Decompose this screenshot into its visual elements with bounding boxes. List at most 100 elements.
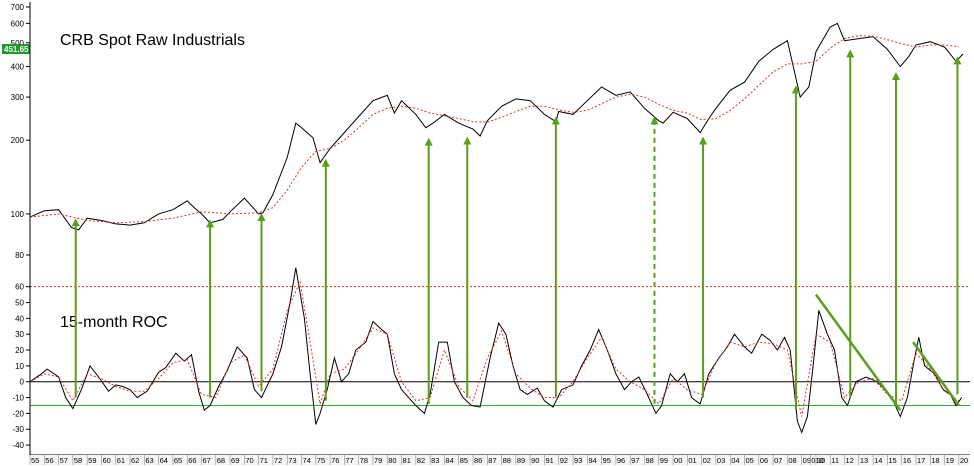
- signal-arrow-head: [891, 71, 900, 80]
- x-axis-band: [30, 455, 970, 465]
- signal-arrow-head: [424, 137, 433, 146]
- x-tick-label: 66: [188, 456, 196, 465]
- signal-arrow-head: [321, 158, 330, 167]
- roc-y-tick-label: 40: [15, 314, 24, 323]
- x-tick-label: 70: [245, 456, 253, 465]
- price-y-tick-label: 500: [11, 39, 25, 48]
- x-tick-label: 62: [131, 456, 139, 465]
- x-tick-label: 73: [288, 456, 296, 465]
- price-y-tick-label: 400: [11, 62, 25, 71]
- x-tick-label: 17: [917, 456, 925, 465]
- x-tick-label: 01: [688, 456, 696, 465]
- roc-series-group: [29, 267, 963, 434]
- roc-trendline: [912, 341, 960, 407]
- roc-y-tick-label: 80: [15, 251, 24, 260]
- x-tick-label: 65: [174, 456, 182, 465]
- x-tick-label: 67: [202, 456, 210, 465]
- signal-arrow-head: [551, 116, 560, 125]
- x-tick-label: 56: [45, 456, 53, 465]
- roc-y-tick-label: 60: [15, 283, 24, 292]
- roc-y-tick-label: -30: [12, 425, 24, 434]
- roc-y-tick-label: 50: [15, 299, 24, 308]
- x-tick-label: 19: [946, 456, 954, 465]
- x-tick-label: 76: [331, 456, 339, 465]
- x-tick-label: 96: [617, 456, 625, 465]
- x-tick-label: 20: [960, 456, 968, 465]
- x-tick-label: 05: [746, 456, 754, 465]
- x-tick-label: 07: [774, 456, 782, 465]
- roc-y-tick-label: 20: [15, 346, 24, 355]
- roc-reference-lines: [30, 286, 970, 406]
- x-tick-label: 06: [760, 456, 768, 465]
- roc-y-axis: -40 -30 -20 -10 0 10 20 30 40 50 60 80: [12, 251, 30, 450]
- x-tick-label: 95: [603, 456, 611, 465]
- roc-y-tick-label: 30: [15, 330, 24, 339]
- x-tick-label: 18: [931, 456, 939, 465]
- price-y-axis: 100 200 300 400 500 600 700: [11, 3, 30, 219]
- x-axis: 55 56 57 58 59 60 61 62 63 64 65 66 67 68 69 70 71 72 73 74…: [29, 455, 968, 465]
- x-tick-label: 10: [817, 456, 825, 465]
- price-moving-average-line: [29, 35, 959, 224]
- x-tick-label: 69: [231, 456, 239, 465]
- roc-y-tick-label: -10: [12, 394, 24, 403]
- last-value-label: 451.65: [4, 45, 29, 54]
- x-tick-label: 92: [560, 456, 568, 465]
- signal-arrow-head: [650, 116, 659, 125]
- price-panel: 100 200 300 400 500 600 700 CRB Spot Raw Indus…: [2, 3, 964, 231]
- x-tick-label: 60: [102, 456, 110, 465]
- x-tick-label: 79: [374, 456, 382, 465]
- price-y-tick-label: 300: [11, 93, 25, 102]
- signal-arrow-head: [71, 218, 80, 227]
- x-tick-label: 91: [545, 456, 553, 465]
- signal-arrows: [71, 49, 962, 411]
- roc-trendlines: [814, 293, 960, 411]
- roc-y-tick-label: -40: [12, 441, 24, 450]
- x-tick-label: 59: [88, 456, 96, 465]
- signal-arrow-head: [463, 136, 472, 145]
- x-tick-label: 75: [317, 456, 325, 465]
- x-tick-label: 98: [645, 456, 653, 465]
- price-y-tick-label: 700: [11, 3, 25, 12]
- x-tick-label: 99: [660, 456, 668, 465]
- x-tick-label: 94: [588, 456, 596, 465]
- x-tick-label: 84: [445, 456, 453, 465]
- x-tick-label: 03: [717, 456, 725, 465]
- x-tick-label: 72: [274, 456, 282, 465]
- roc-y-tick-label: -20: [12, 409, 24, 418]
- x-tick-label: 58: [74, 456, 82, 465]
- x-tick-label: 77: [345, 456, 353, 465]
- price-line: [29, 22, 964, 231]
- signal-arrow-head: [953, 56, 962, 65]
- x-tick-label: 93: [574, 456, 582, 465]
- x-tick-label: 82: [417, 456, 425, 465]
- price-series-group: [29, 22, 964, 231]
- x-tick-label: 71: [260, 456, 268, 465]
- x-tick-label: 15: [888, 456, 896, 465]
- roc-moving-average-line: [29, 280, 960, 417]
- x-tick-label: 12: [846, 456, 854, 465]
- x-tick-label: 010: [811, 456, 824, 465]
- signal-arrow-head: [699, 136, 708, 145]
- x-tick-label: 11: [831, 456, 839, 465]
- x-tick-label: 00: [674, 456, 682, 465]
- roc-y-tick-label: 10: [15, 362, 24, 371]
- signal-arrow-head: [257, 212, 266, 221]
- x-tick-label: 57: [60, 456, 68, 465]
- x-tick-label: 83: [431, 456, 439, 465]
- x-tick-label: 09: [803, 456, 811, 465]
- x-tick-label: 90: [531, 456, 539, 465]
- x-tick-label: 55: [31, 456, 39, 465]
- roc-panel-title: 15-month ROC: [60, 314, 168, 331]
- roc-trendline: [814, 293, 902, 411]
- x-tick-label: 89: [517, 456, 525, 465]
- x-tick-label: 08: [788, 456, 796, 465]
- x-tick-label: 86: [474, 456, 482, 465]
- x-tick-label: 04: [731, 456, 739, 465]
- signal-arrow-head: [846, 49, 855, 58]
- x-tick-label: 61: [117, 456, 125, 465]
- x-tick-label: 13: [860, 456, 868, 465]
- x-tick-label: 88: [503, 456, 511, 465]
- x-tick-label: 85: [460, 456, 468, 465]
